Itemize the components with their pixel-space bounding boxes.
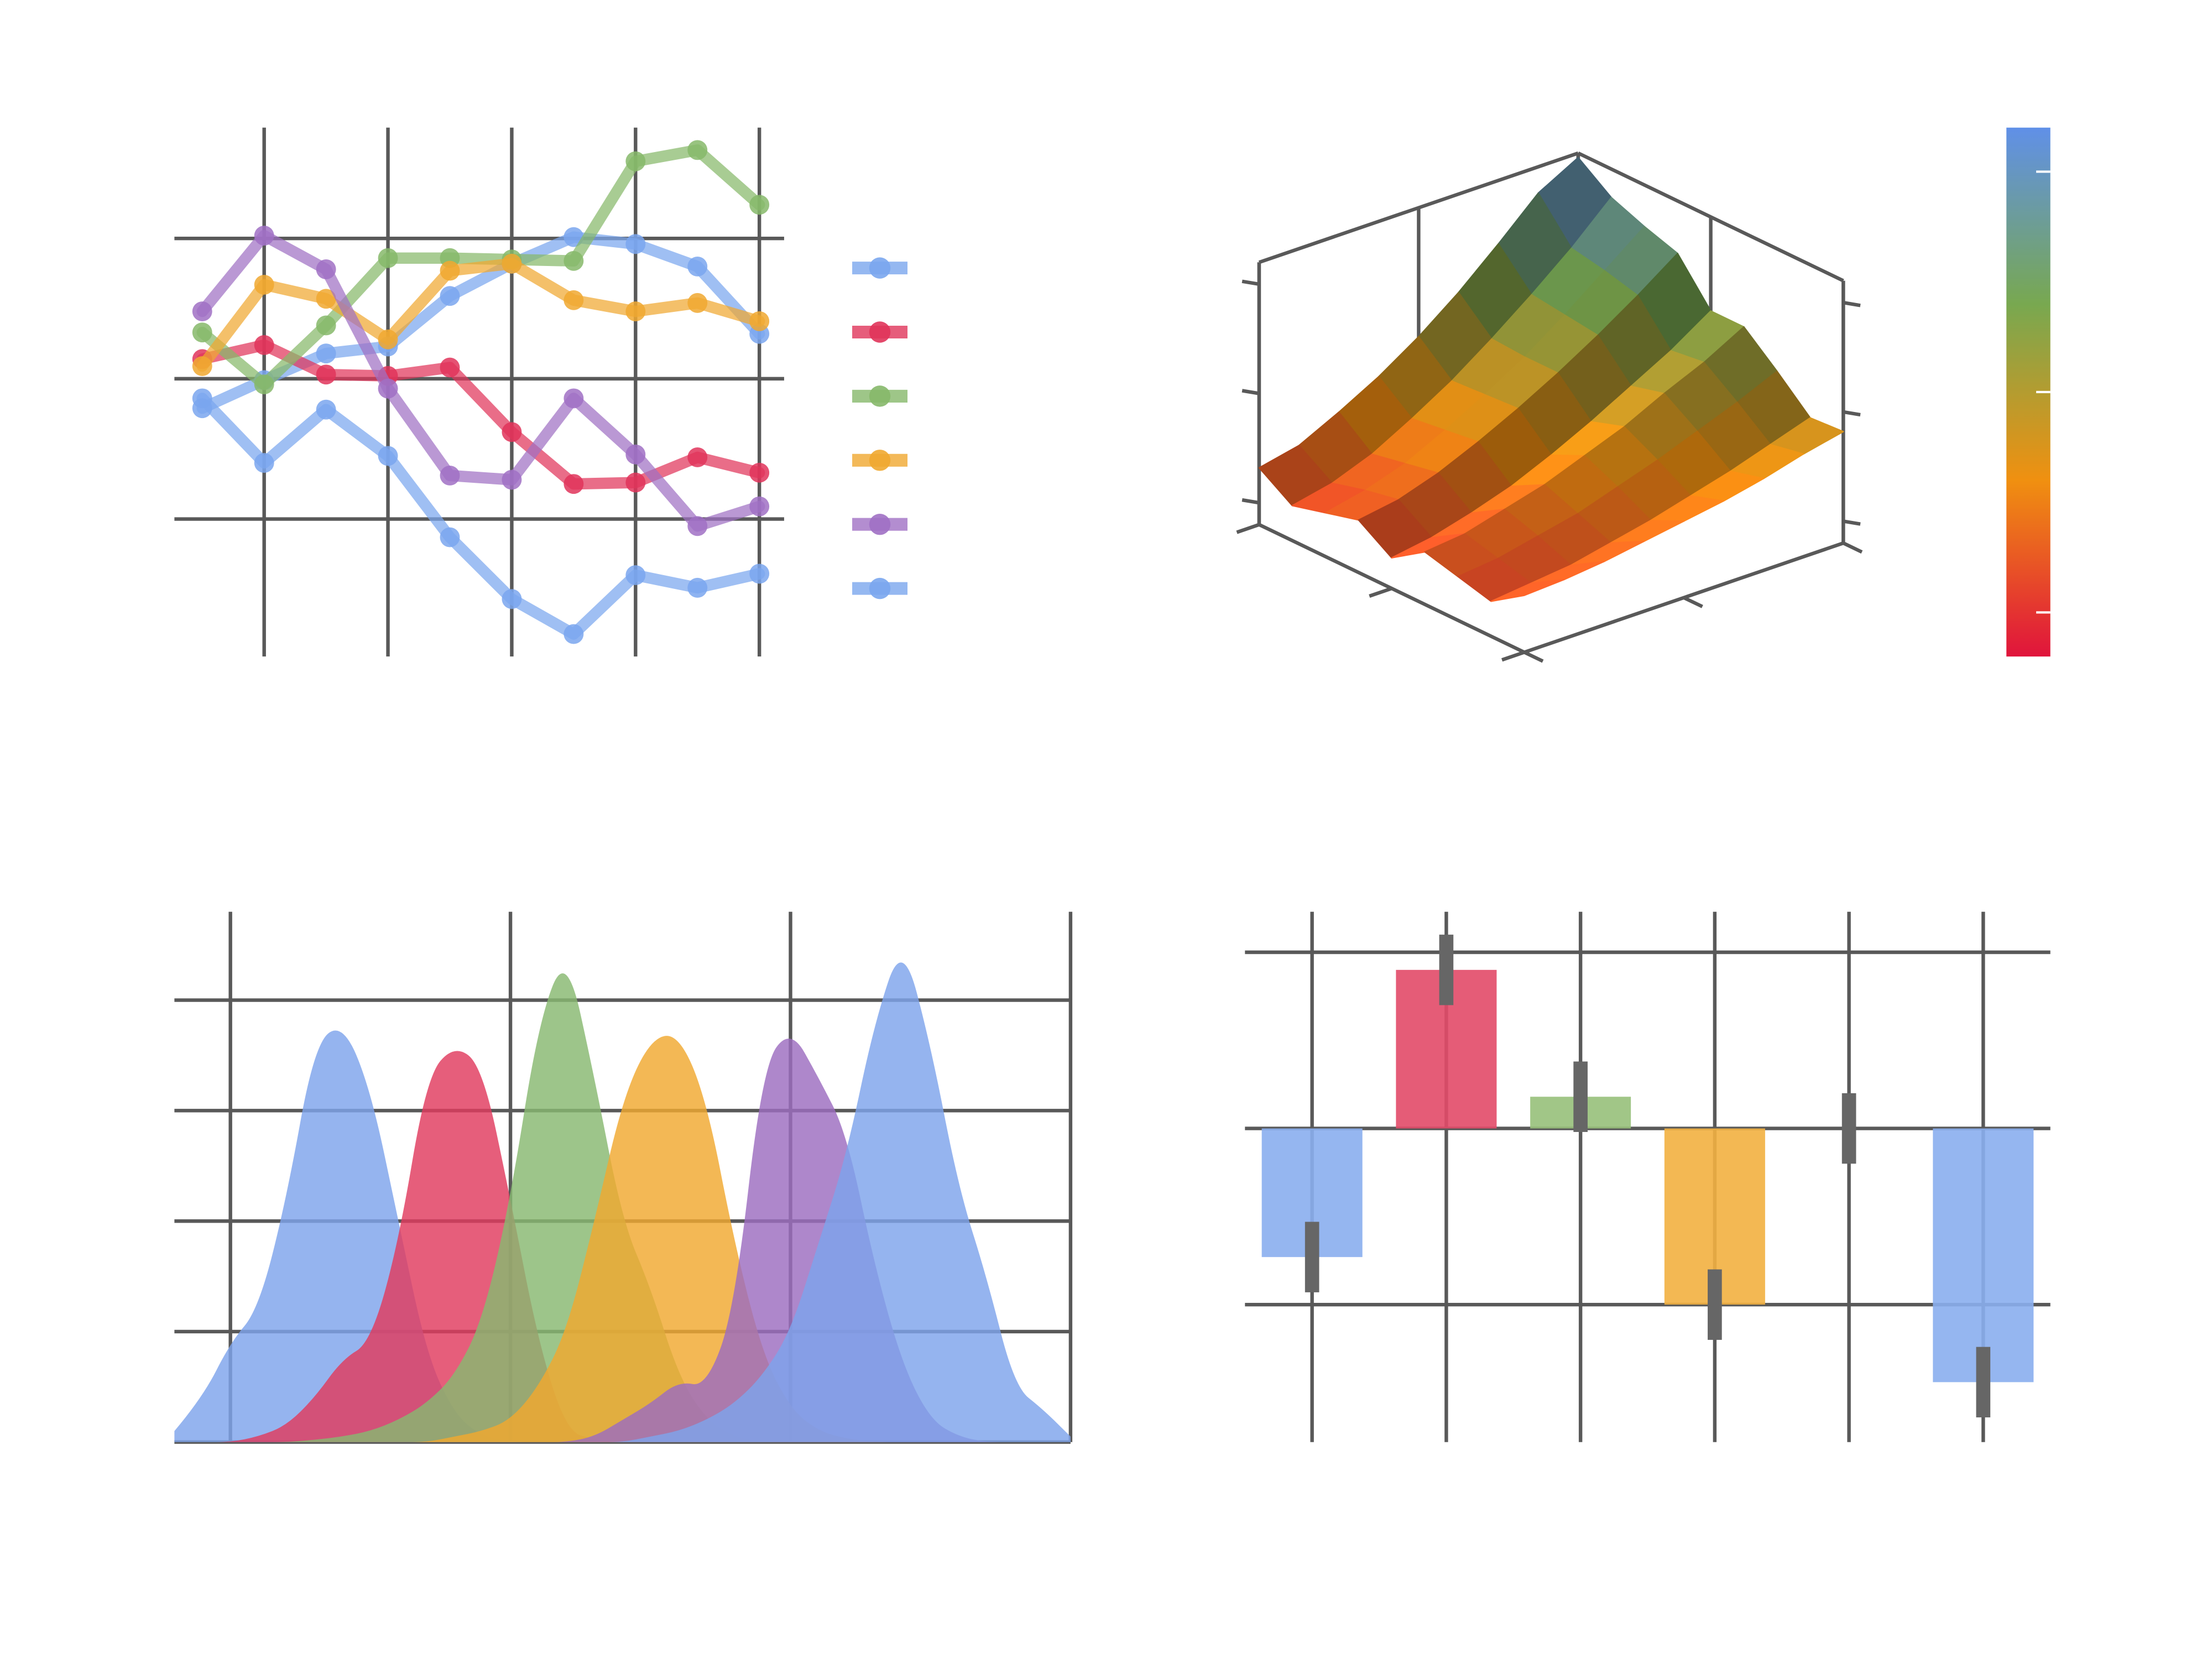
point [316, 259, 336, 279]
error-bar [1439, 935, 1454, 1005]
surface-patch [1490, 578, 1565, 602]
tick-mark [1241, 279, 1260, 286]
point [378, 446, 398, 466]
legend-marker [869, 513, 891, 535]
point [625, 565, 646, 585]
point [378, 378, 398, 399]
point [564, 624, 584, 644]
point [192, 322, 212, 343]
point [316, 399, 336, 420]
point [316, 289, 336, 309]
point [254, 374, 274, 394]
error-bar [1708, 1269, 1722, 1340]
point [502, 253, 522, 274]
tick-mark [1241, 498, 1260, 505]
point [192, 388, 212, 409]
point [687, 293, 708, 313]
point [687, 256, 708, 276]
error-bar [1841, 1093, 1856, 1164]
point [440, 527, 460, 547]
point [687, 140, 708, 160]
point [254, 226, 274, 246]
point [749, 496, 770, 517]
point [316, 364, 336, 385]
tick-mark [1843, 519, 1861, 526]
point [378, 248, 398, 268]
point [502, 589, 522, 609]
point [440, 260, 460, 281]
point [440, 286, 460, 306]
series-line [196, 231, 765, 414]
density-area [174, 1051, 1071, 1442]
tick-mark [1843, 301, 1861, 307]
point [625, 472, 646, 493]
point [254, 453, 274, 473]
point [378, 329, 398, 349]
point [502, 469, 522, 490]
point [687, 516, 708, 536]
tick-mark [1241, 389, 1260, 395]
density-area [174, 962, 1071, 1442]
tick-mark [1524, 650, 1544, 663]
legend-marker [869, 385, 891, 407]
bar [1933, 1128, 2034, 1383]
point [687, 577, 708, 598]
point [564, 388, 584, 409]
tick-mark [1843, 410, 1861, 417]
legend-marker [869, 450, 891, 471]
error-bar [1976, 1347, 1991, 1418]
error-bar [1305, 1222, 1319, 1292]
legend-marker [869, 257, 891, 279]
point [749, 564, 770, 584]
tick-mark [1236, 523, 1260, 534]
point [254, 274, 274, 295]
tick-mark [1842, 541, 1863, 554]
point [192, 301, 212, 322]
point [316, 315, 336, 336]
point [564, 474, 584, 494]
series-line [196, 144, 765, 390]
point [564, 290, 584, 310]
point [749, 311, 770, 331]
series-line [196, 393, 765, 640]
legend-marker [869, 321, 891, 343]
series-line [196, 258, 765, 372]
axis-edge [1258, 523, 1525, 654]
point [625, 444, 646, 465]
point [625, 301, 646, 322]
tick-mark [1501, 650, 1525, 662]
point [316, 343, 336, 364]
density-area [174, 1036, 1071, 1442]
series-line [196, 229, 765, 532]
axis-edge [1524, 541, 1844, 654]
error-bar [1573, 1061, 1588, 1132]
point [625, 234, 646, 254]
legend-marker [869, 577, 891, 599]
point [440, 357, 460, 378]
point [192, 356, 212, 376]
point [564, 251, 584, 271]
point [564, 227, 584, 247]
point [687, 447, 708, 467]
tick-mark [1369, 587, 1392, 598]
point [502, 422, 522, 442]
point [749, 195, 770, 215]
point [254, 335, 274, 355]
point [440, 465, 460, 486]
point [625, 151, 646, 171]
point [749, 462, 770, 483]
tick-mark [1683, 596, 1703, 608]
